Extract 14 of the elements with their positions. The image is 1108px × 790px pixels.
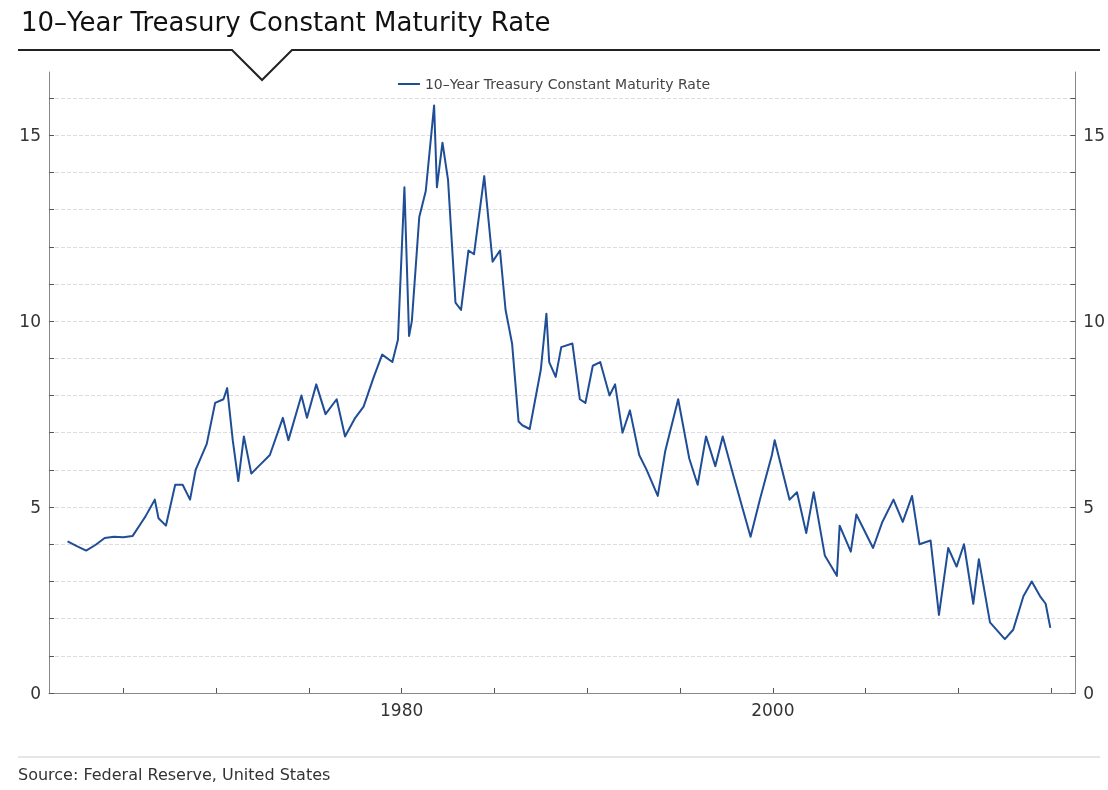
x-tick-label: 2000	[751, 699, 795, 720]
legend-label: 10–Year Treasury Constant Maturity Rate	[424, 76, 711, 92]
line-series	[66, 104, 1052, 641]
x-tick-label: 1980	[380, 699, 424, 720]
y-tick-label: 0	[30, 683, 41, 703]
y-tick-label: 10	[19, 311, 41, 332]
y2-tick-label: 10	[1083, 311, 1106, 332]
y2-tick-label: 0	[1083, 683, 1095, 703]
y-tick-label: 5	[30, 497, 41, 518]
y-tick-label: 15	[19, 125, 41, 146]
y2-tick-label: 5	[1083, 497, 1095, 518]
source-note: Source: Federal Reserve, United States	[18, 764, 331, 784]
chart-title: 10–Year Treasury Constant Maturity Rate	[21, 7, 551, 37]
y2-tick-label: 15	[1083, 125, 1106, 146]
